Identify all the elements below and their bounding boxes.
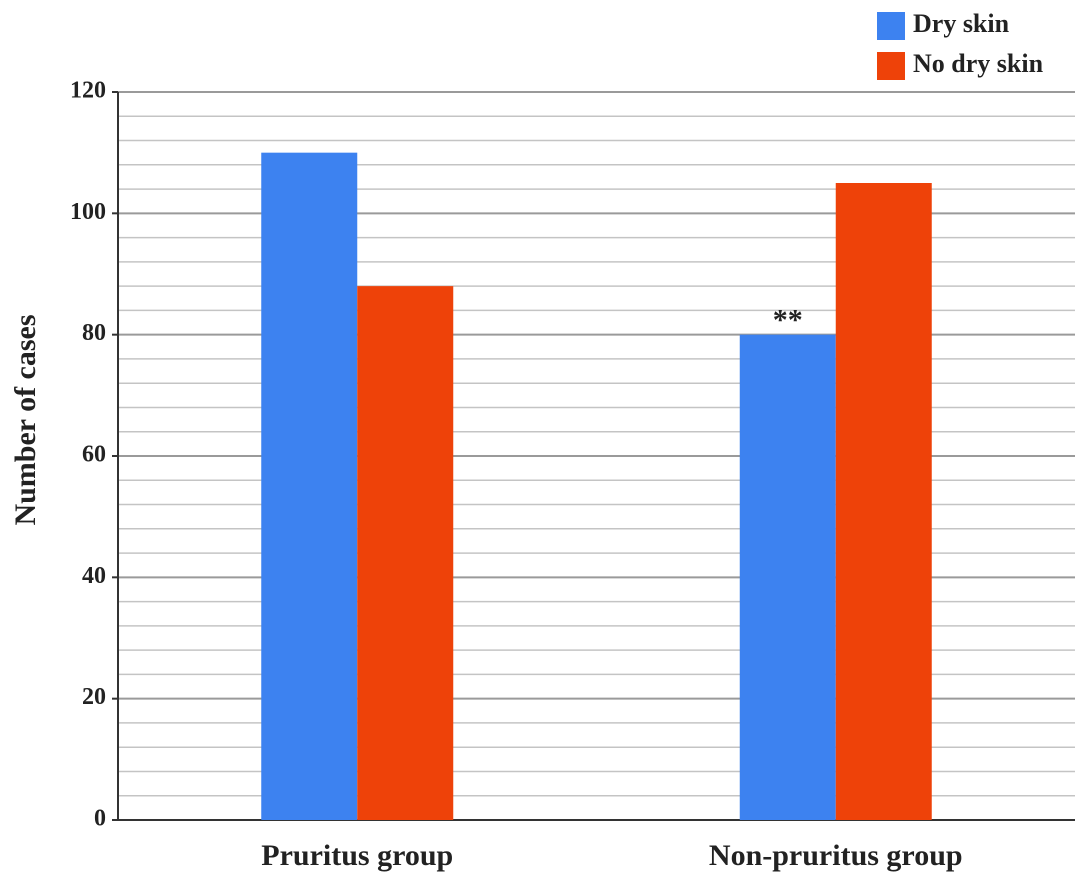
annotation: ** bbox=[773, 304, 803, 337]
y-tick-label: 100 bbox=[70, 199, 106, 225]
legend-label: No dry skin bbox=[913, 49, 1044, 78]
y-axis-label: Number of cases bbox=[9, 314, 42, 525]
y-tick-label: 80 bbox=[82, 320, 106, 346]
y-tick-label: 60 bbox=[82, 442, 106, 468]
bar bbox=[835, 183, 932, 820]
bar bbox=[357, 286, 454, 821]
legend-label: Dry skin bbox=[913, 9, 1010, 38]
y-tick-label: 120 bbox=[70, 78, 106, 104]
y-tick-label: 20 bbox=[82, 684, 106, 710]
legend-swatch bbox=[877, 52, 905, 80]
legend-swatch bbox=[877, 12, 905, 40]
x-tick-label: Non-pruritus group bbox=[709, 839, 963, 872]
y-tick-label: 40 bbox=[82, 563, 106, 589]
bar bbox=[739, 334, 836, 820]
y-tick-label: 0 bbox=[94, 806, 106, 832]
bar bbox=[261, 152, 358, 820]
x-tick-label: Pruritus group bbox=[261, 839, 453, 872]
